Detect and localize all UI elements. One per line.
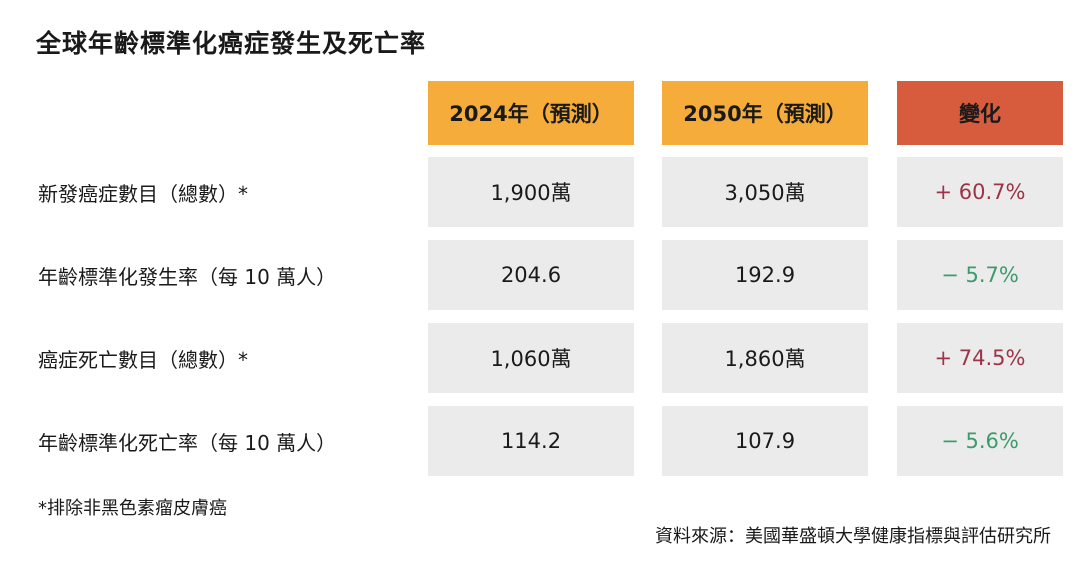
chart-title: 全球年齡標準化癌症發生及死亡率 xyxy=(36,29,427,58)
cell-mortality-rate-change: − 5.6% xyxy=(897,406,1063,476)
cell-mortality-rate-2024: 114.2 xyxy=(428,406,634,476)
header-2024: 2024年（預測） xyxy=(428,81,634,145)
cell-deaths-2050: 1,860萬 xyxy=(662,323,868,393)
row-label-mortality-rate: 年齡標準化死亡率（每 10 萬人） xyxy=(38,430,337,455)
cell-deaths-change: + 74.5% xyxy=(897,323,1063,393)
cell-deaths-2024: 1,060萬 xyxy=(428,323,634,393)
footnote: *排除非黑色素瘤皮膚癌 xyxy=(38,498,227,519)
cell-new-cases-change: + 60.7% xyxy=(897,157,1063,227)
source-credit: 資料來源：美國華盛頓大學健康指標與評估研究所 xyxy=(655,526,1051,547)
cell-incidence-rate-change: − 5.7% xyxy=(897,240,1063,310)
cell-incidence-rate-2024: 204.6 xyxy=(428,240,634,310)
cell-new-cases-2024: 1,900萬 xyxy=(428,157,634,227)
row-label-incidence-rate: 年齡標準化發生率（每 10 萬人） xyxy=(38,264,337,289)
cell-incidence-rate-2050: 192.9 xyxy=(662,240,868,310)
row-label-deaths: 癌症死亡數目（總數）* xyxy=(38,347,248,372)
header-2050: 2050年（預測） xyxy=(662,81,868,145)
header-change: 變化 xyxy=(897,81,1063,145)
cell-mortality-rate-2050: 107.9 xyxy=(662,406,868,476)
row-label-new-cases: 新發癌症數目（總數）* xyxy=(38,181,248,206)
cell-new-cases-2050: 3,050萬 xyxy=(662,157,868,227)
